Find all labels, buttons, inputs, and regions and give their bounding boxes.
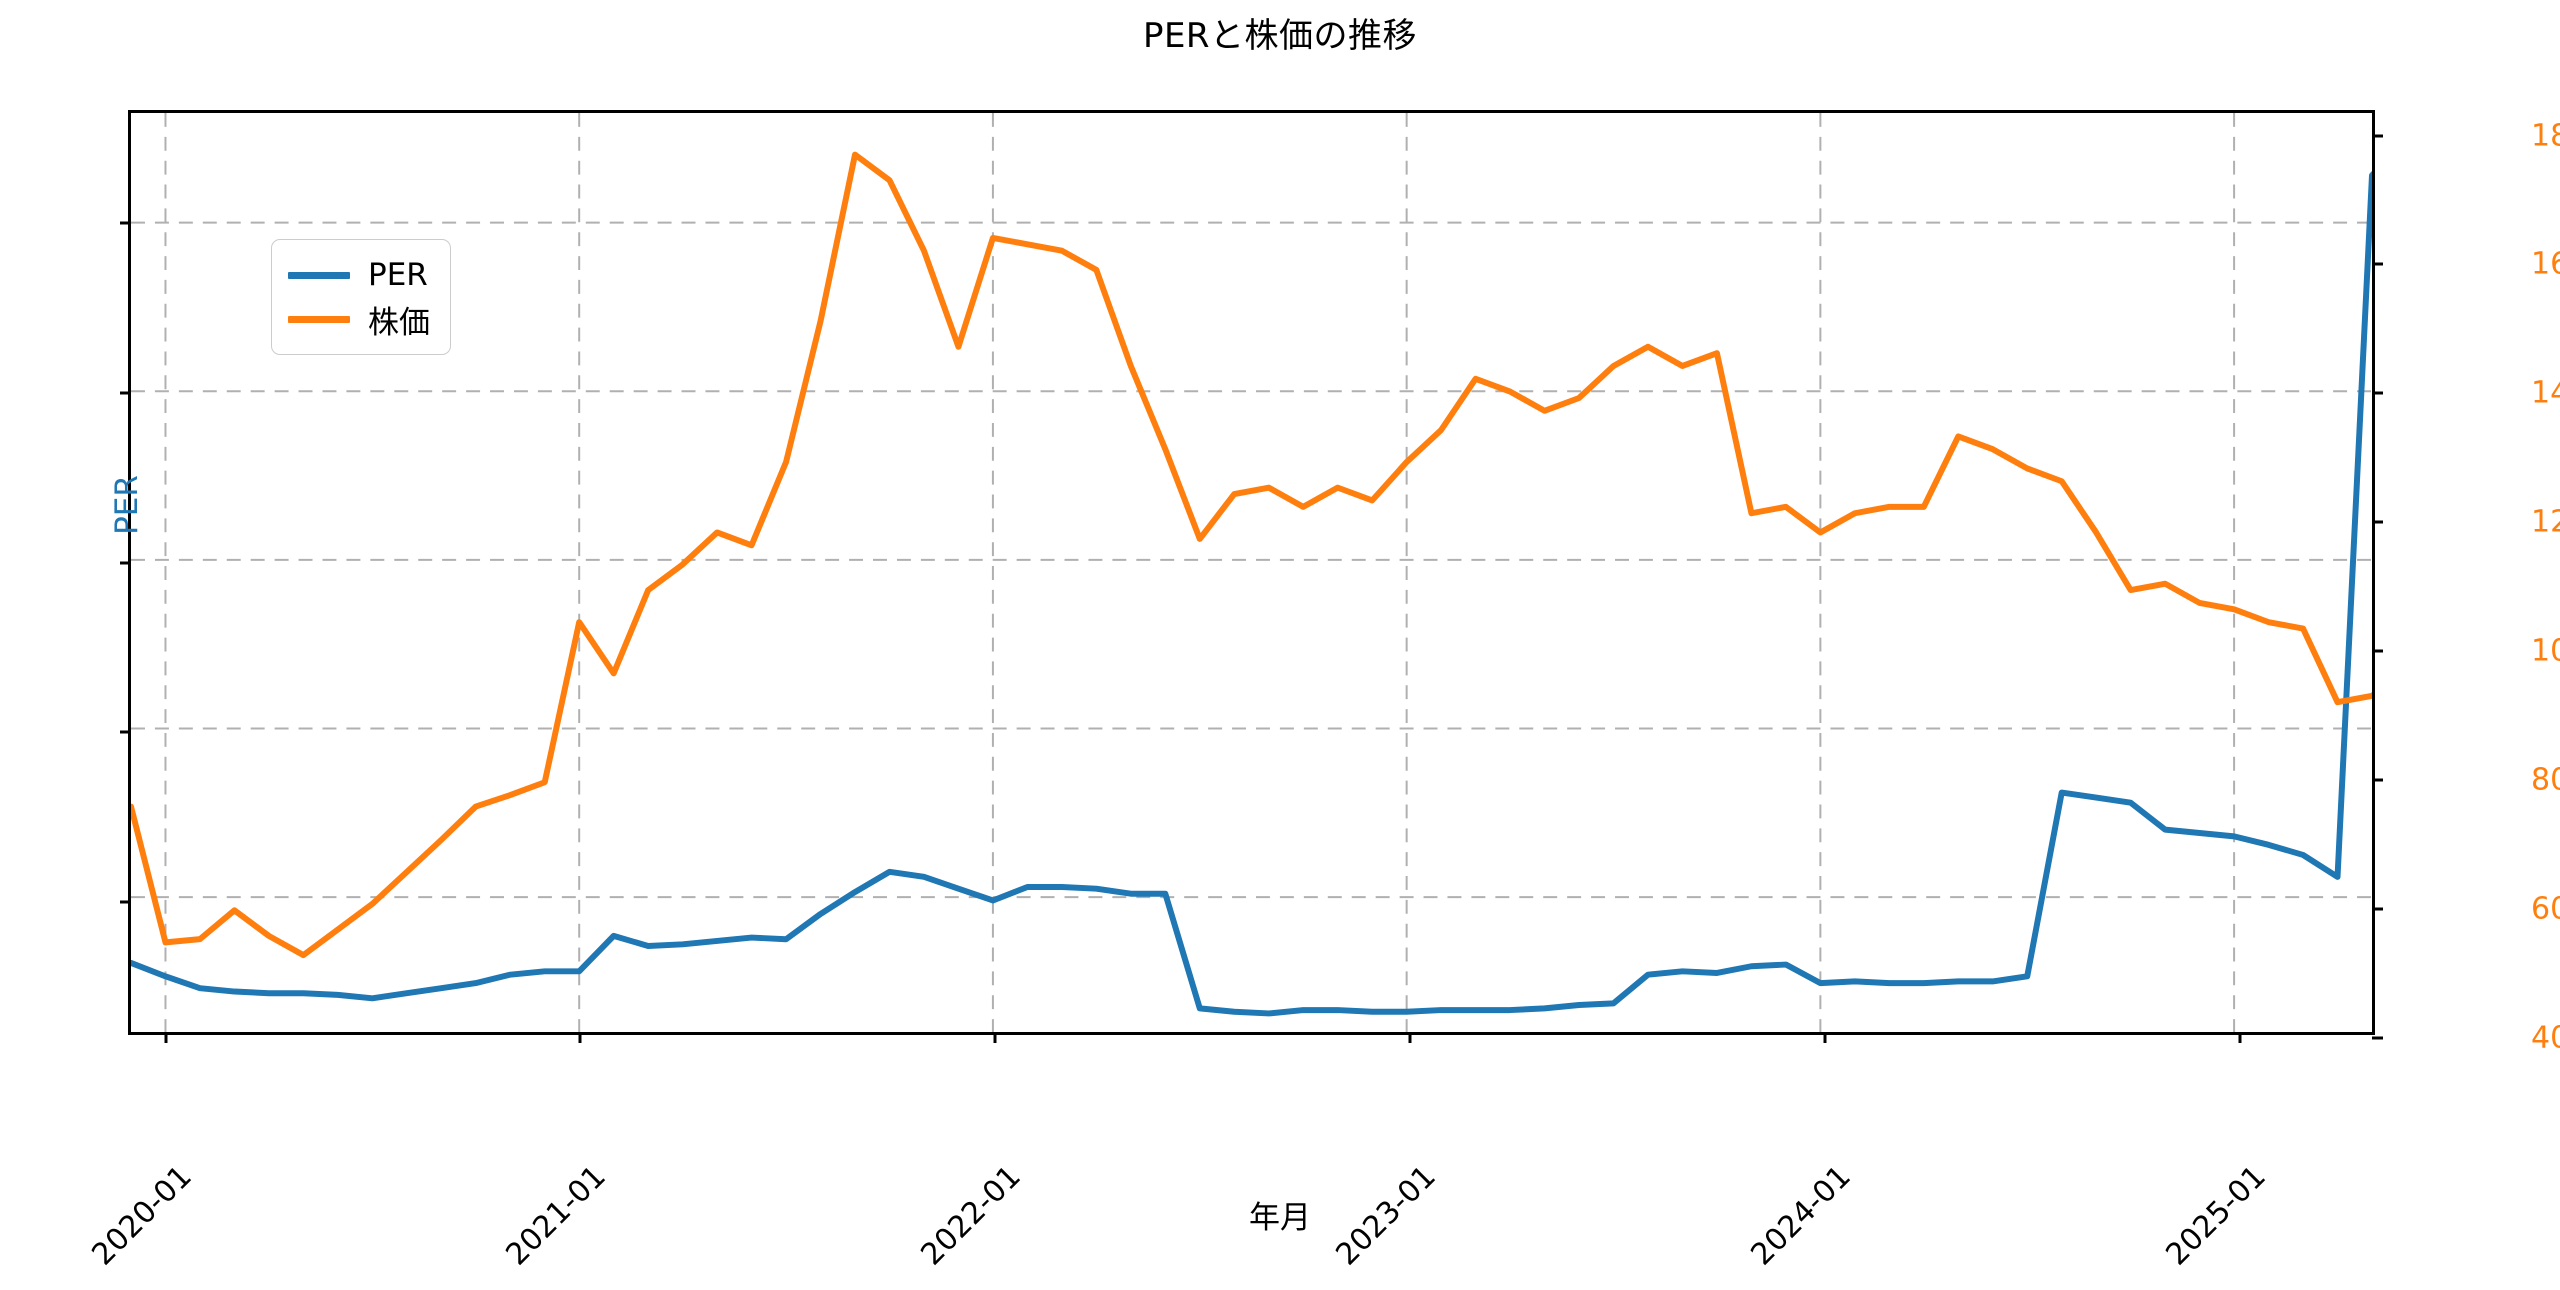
legend-item-label: PER <box>368 257 428 293</box>
y-axis-right-tick-label: 1400 <box>2531 375 2560 411</box>
y-axis-right-tick-mark <box>2372 262 2383 266</box>
y-axis-right-tick-label: 1600 <box>2531 246 2560 282</box>
x-axis-tick-mark <box>1823 1032 1827 1043</box>
x-axis-tick-mark <box>578 1032 582 1043</box>
y-axis-right-tick-mark <box>2372 649 2383 653</box>
legend-item-PER[interactable]: PER <box>288 253 430 297</box>
y-axis-left-label: PER <box>108 475 145 535</box>
chart-legend: PER 株価 <box>271 239 451 355</box>
y-axis-right-tick-mark <box>2372 778 2383 782</box>
y-axis-right-tick-mark <box>2372 134 2383 138</box>
y-axis-left-tick-mark <box>120 391 131 395</box>
y-axis-right-tick-mark <box>2372 520 2383 524</box>
legend-swatch-icon <box>288 271 350 279</box>
y-axis-left-tick-mark <box>120 730 131 734</box>
y-axis-right-tick-label: 1200 <box>2531 504 2560 540</box>
data-lines <box>131 151 2372 1017</box>
y-axis-right-tick-label: 600 <box>2531 891 2560 927</box>
x-axis-tick-mark <box>993 1032 997 1043</box>
series-line-株価 <box>131 151 2372 959</box>
x-axis-label: 年月 <box>1249 1200 1311 1236</box>
plot-area: 1020304050 40060080010001200140016001800… <box>85 110 2560 1272</box>
x-axis-tick-mark <box>164 1032 168 1043</box>
y-axis-right-tick-label: 400 <box>2531 1020 2560 1056</box>
legend-item-株価[interactable]: 株価 <box>288 297 430 341</box>
y-axis-left-tick-mark <box>120 221 131 225</box>
y-axis-right-tick-label: 800 <box>2531 762 2560 798</box>
y-axis-left-tick-mark <box>120 561 131 565</box>
chart-title: PERと株価の推移 <box>1142 16 1418 56</box>
gridlines <box>131 113 2372 1032</box>
legend-item-label: 株価 <box>368 304 430 341</box>
y-axis-right-tick-mark <box>2372 907 2383 911</box>
legend-swatch-icon <box>288 315 350 323</box>
y-axis-left-tick-mark <box>120 900 131 904</box>
y-axis-right-tick-label: 1800 <box>2531 118 2560 154</box>
y-axis-right-tick-mark <box>2372 1036 2383 1040</box>
x-axis-tick-mark <box>1408 1032 1412 1043</box>
x-axis-tick-mark <box>2238 1032 2242 1043</box>
y-axis-right-tick-mark <box>2372 391 2383 395</box>
series-line-PER <box>131 171 2372 1017</box>
y-axis-right-tick-label: 1000 <box>2531 633 2560 669</box>
